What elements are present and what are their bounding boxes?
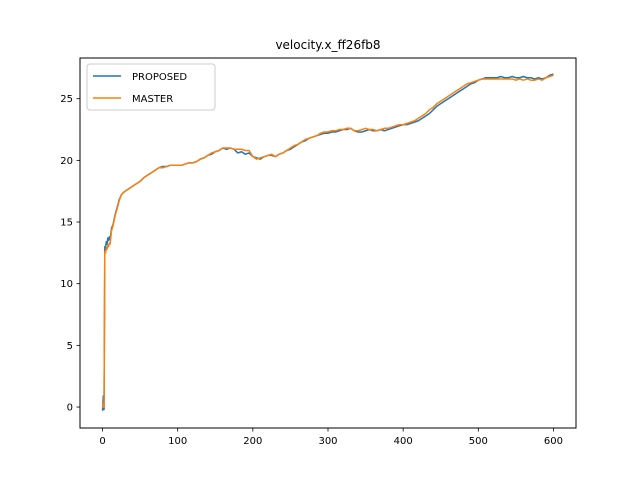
x-tick-label: 400	[394, 436, 413, 447]
x-tick-label: 500	[469, 436, 488, 447]
x-tick-label: 600	[544, 436, 563, 447]
chart-title: velocity.x_ff26fb8	[275, 38, 380, 52]
legend-label-proposed: PROPOSED	[132, 72, 187, 83]
y-tick-label: 5	[67, 341, 73, 352]
y-axis-ticks: 0 5 10 15 20 25	[60, 94, 80, 414]
y-tick-label: 20	[60, 156, 73, 167]
x-tick-label: 0	[99, 436, 105, 447]
x-tick-label: 200	[243, 436, 262, 447]
plot-frame	[79, 57, 577, 429]
x-tick-label: 300	[318, 436, 337, 447]
y-tick-label: 0	[67, 403, 73, 414]
y-tick-label: 25	[60, 94, 73, 105]
y-tick-label: 15	[60, 218, 73, 229]
legend-label-master: MASTER	[132, 94, 173, 105]
x-axis-ticks: 0 100 200 300 400 500 600	[99, 428, 563, 447]
plot-lines	[101, 73, 554, 411]
legend: PROPOSED MASTER	[86, 63, 216, 111]
y-tick-label: 10	[60, 279, 73, 290]
series-line-master	[101, 74, 554, 409]
x-tick-label: 100	[168, 436, 187, 447]
